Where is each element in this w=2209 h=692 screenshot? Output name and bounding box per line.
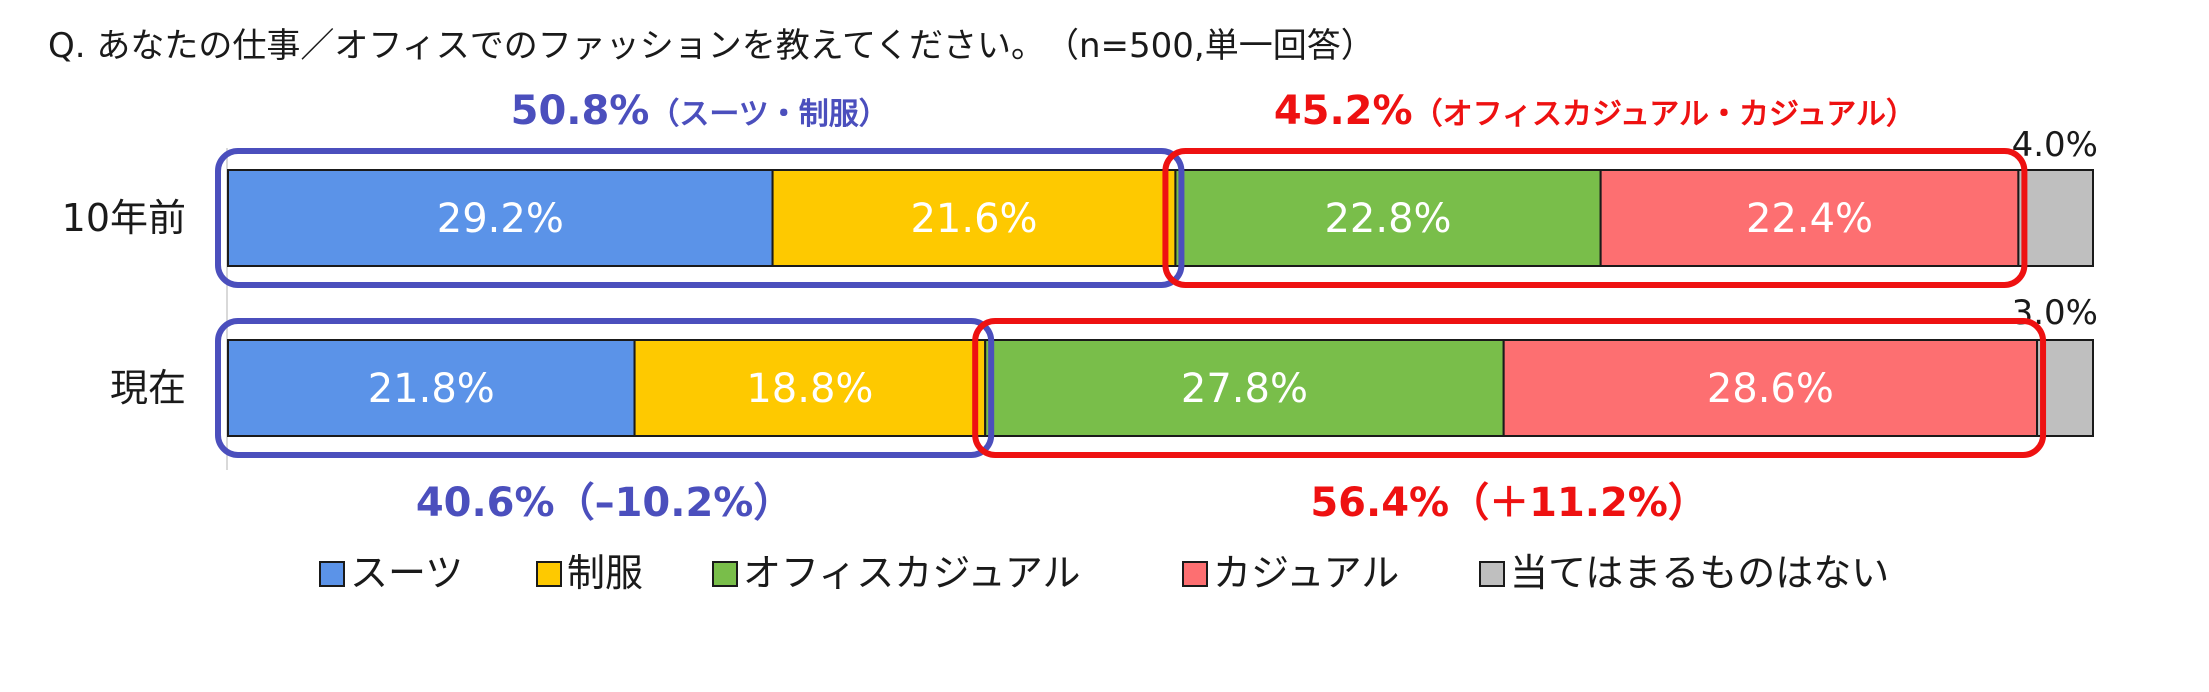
bar-segment-0-2 xyxy=(1174,169,1602,267)
bar-segment-1-2 xyxy=(984,339,1505,437)
legend-swatch-2 xyxy=(712,561,738,587)
bar-segment-0-1 xyxy=(771,169,1177,267)
group-label-1: 45.2%（オフィスカジュアル・カジュアル） xyxy=(1274,88,1916,134)
data-label-1-3: 28.6% xyxy=(1707,366,1834,412)
legend-label-2: オフィスカジュアル xyxy=(743,551,1080,595)
data-label-0-3: 22.4% xyxy=(1746,196,1873,242)
data-label-1-2: 27.8% xyxy=(1181,366,1308,412)
legend-swatch-4 xyxy=(1479,561,1505,587)
bar-segment-1-3 xyxy=(1502,339,2039,437)
bar-segment-1-1 xyxy=(633,339,987,437)
group-box-1 xyxy=(1162,148,2028,288)
chart-title: Q. あなたの仕事／オフィスでのファッションを教えてください。 （n=500,単… xyxy=(48,26,1375,66)
category-label-1: 現在 xyxy=(110,366,186,410)
legend-label-0: スーツ xyxy=(350,551,463,595)
group-box-0 xyxy=(215,148,1185,288)
data-label-0-4: 4.0% xyxy=(2012,125,2098,165)
group-box-3 xyxy=(972,318,2047,458)
data-label-0-2: 22.8% xyxy=(1324,196,1451,242)
category-label-0: 10年前 xyxy=(62,196,186,240)
group-box-2 xyxy=(215,318,995,458)
data-label-1-0: 21.8% xyxy=(368,366,495,412)
group-label-0: 50.8%（スーツ・制服） xyxy=(511,88,889,134)
data-label-0-1: 21.6% xyxy=(910,196,1037,242)
group-label-2: 40.6%（–10.2%） xyxy=(416,480,794,526)
legend-label-4: 当てはまるものはない xyxy=(1510,551,1889,595)
legend-label-1: 制服 xyxy=(567,551,643,595)
legend-swatch-3 xyxy=(1182,561,1208,587)
bar-segment-0-3 xyxy=(1599,169,2020,267)
data-label-1-1: 18.8% xyxy=(746,366,873,412)
group-label-3: 56.4%（＋11.2%） xyxy=(1310,480,1708,526)
bar-segment-0-4 xyxy=(2017,169,2095,267)
data-label-0-0: 29.2% xyxy=(437,196,564,242)
data-label-1-4: 3.0% xyxy=(2012,293,2098,333)
legend-swatch-1 xyxy=(536,561,562,587)
legend-label-3: カジュアル xyxy=(1213,551,1399,595)
bar-segment-1-4 xyxy=(2036,339,2095,437)
bar-segment-1-0 xyxy=(227,339,636,437)
legend-swatch-0 xyxy=(319,561,345,587)
